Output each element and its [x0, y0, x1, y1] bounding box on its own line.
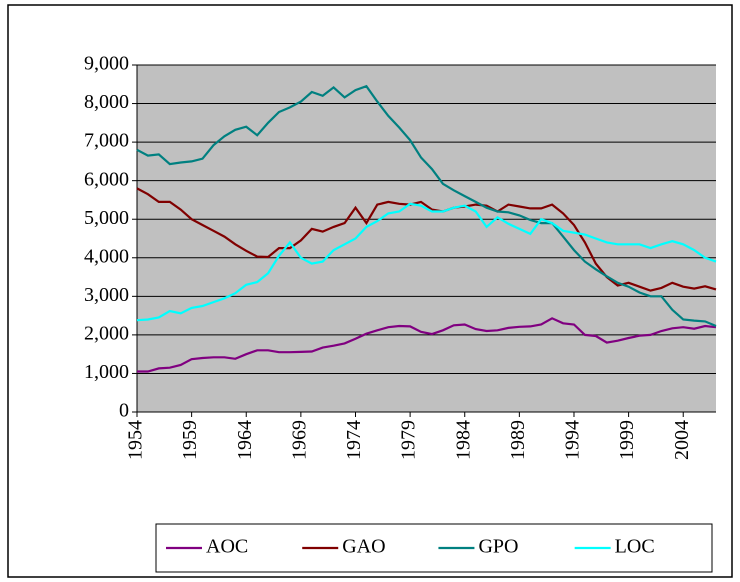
y-tick-label: 9,000: [84, 53, 129, 75]
legend-label: AOC: [206, 536, 248, 558]
y-tick-label: 4,000: [84, 245, 129, 267]
x-tick-label: 2004: [671, 420, 693, 460]
legend-box: [155, 523, 713, 573]
x-tick-label: 1974: [343, 420, 365, 460]
y-tick-label: 1,000: [84, 361, 129, 383]
x-tick-label: 1989: [507, 420, 529, 460]
y-tick-label: 5,000: [84, 207, 129, 229]
series-line: [136, 187, 717, 292]
x-tick-label: 1959: [179, 420, 201, 460]
x-tick-label: 1994: [562, 420, 584, 460]
x-tick-label: 1984: [452, 420, 474, 460]
y-tick-label: 3,000: [84, 284, 129, 306]
y-tick-label: 7,000: [84, 130, 129, 152]
legend-label: GPO: [478, 536, 518, 558]
y-tick-label: 0: [119, 400, 129, 422]
x-tick-label: 1954: [125, 420, 147, 460]
legend-label: LOC: [615, 536, 655, 558]
x-tick-label: 1979: [398, 420, 420, 460]
y-tick-label: 8,000: [84, 91, 129, 113]
legend-label: GAO: [342, 536, 385, 558]
series-line: [136, 202, 717, 322]
x-tick-label: 1999: [616, 420, 638, 460]
series-line: [137, 317, 717, 373]
x-tick-label: 1969: [288, 420, 310, 460]
y-tick-label: 2,000: [84, 322, 129, 344]
plot-area: [137, 65, 716, 412]
x-tick-label: 1964: [234, 420, 256, 460]
series-line: [136, 84, 717, 328]
y-tick-label: 6,000: [84, 168, 129, 190]
